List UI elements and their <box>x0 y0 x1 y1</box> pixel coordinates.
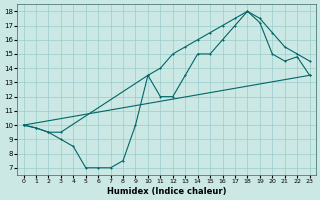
X-axis label: Humidex (Indice chaleur): Humidex (Indice chaleur) <box>107 187 226 196</box>
